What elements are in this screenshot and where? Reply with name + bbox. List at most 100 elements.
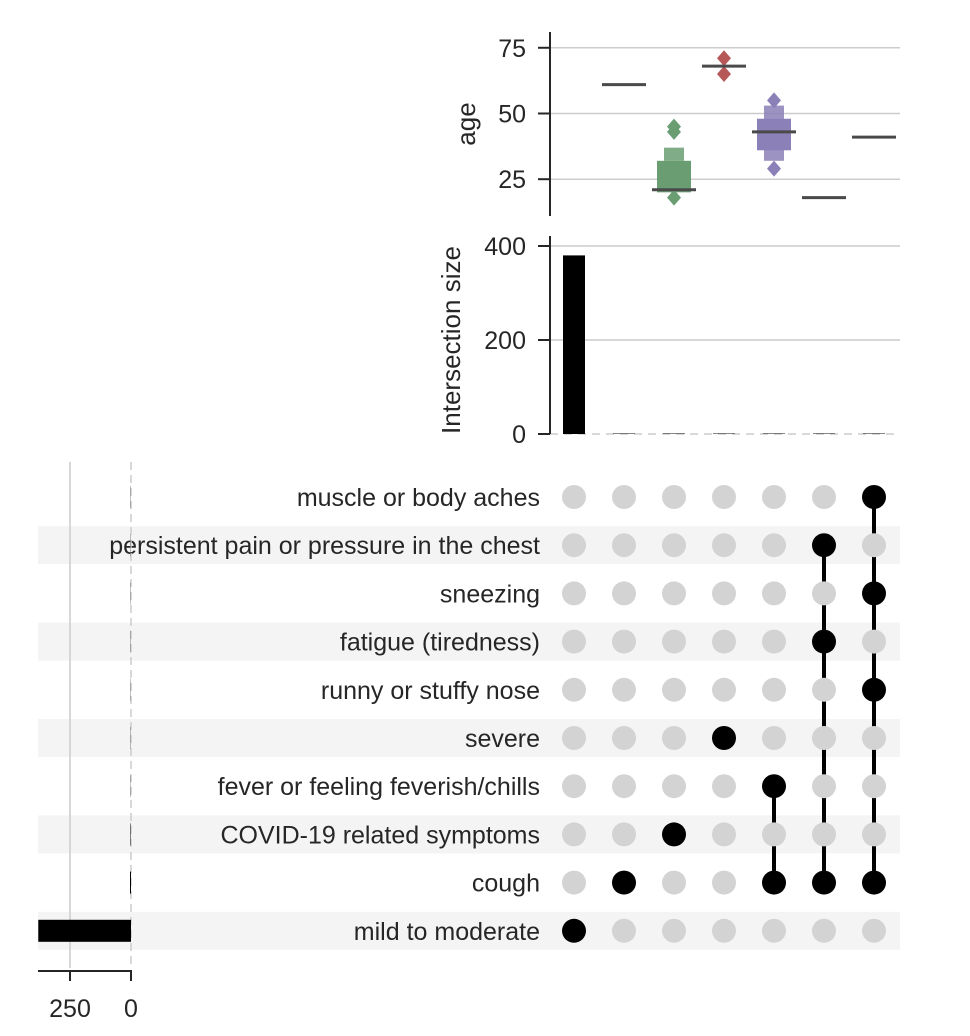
set-size-tick-label: 0 — [124, 995, 138, 1023]
intersection-matrix: muscle or body aches persistent pain or p… — [109, 484, 886, 946]
matrix-dot-active — [762, 774, 786, 799]
matrix-dot-inactive — [762, 533, 786, 558]
set-size-bar — [38, 919, 131, 942]
matrix-dot-active — [812, 870, 836, 895]
matrix-dot-inactive — [662, 629, 686, 654]
matrix-dot-inactive — [862, 629, 886, 654]
matrix-dot-inactive — [712, 629, 736, 654]
matrix-dot-inactive — [762, 822, 786, 847]
age-box — [757, 118, 791, 151]
matrix-dot-inactive — [862, 533, 886, 558]
set-label: mild to moderate — [354, 918, 540, 946]
age-outlier — [717, 50, 731, 67]
age-outlier — [667, 118, 681, 135]
age-tick-label: 50 — [498, 100, 526, 128]
age-outlier — [767, 160, 781, 177]
matrix-dot-inactive — [562, 533, 586, 558]
matrix-dot-inactive — [562, 774, 586, 799]
age-outlier — [767, 92, 781, 109]
matrix-dot-inactive — [612, 822, 636, 847]
age-outlier — [667, 189, 681, 206]
matrix-dot-active — [662, 822, 686, 847]
matrix-dot-inactive — [762, 726, 786, 750]
matrix-dot-active — [562, 918, 586, 943]
matrix-dot-inactive — [662, 726, 686, 750]
set-size-tick-label: 250 — [49, 995, 91, 1023]
matrix-dot-inactive — [712, 485, 736, 509]
matrix-dot-inactive — [562, 726, 586, 750]
matrix-dot-inactive — [812, 581, 836, 606]
matrix-dot-inactive — [712, 870, 736, 895]
age-axis-label: age — [451, 102, 481, 145]
matrix-dot-active — [762, 870, 786, 895]
matrix-dot-inactive — [612, 581, 636, 606]
matrix-dot-inactive — [812, 774, 836, 799]
matrix-dot-inactive — [812, 726, 836, 750]
matrix-dot-inactive — [562, 822, 586, 847]
matrix-dot-inactive — [662, 870, 686, 895]
matrix-dot-inactive — [612, 726, 636, 750]
age-panel: 25 50 75 age — [451, 32, 900, 216]
age-tick-label: 25 — [498, 166, 526, 194]
matrix-dot-active — [862, 581, 886, 606]
matrix-dot-inactive — [812, 822, 836, 847]
set-size-bar — [130, 871, 131, 894]
matrix-dot-inactive — [612, 677, 636, 702]
matrix-dot-inactive — [762, 629, 786, 654]
matrix-dot-inactive — [712, 822, 736, 847]
matrix-dot-active — [712, 726, 736, 750]
matrix-dot-inactive — [862, 774, 886, 799]
matrix-dot-inactive — [812, 485, 836, 509]
matrix-dot-active — [812, 533, 836, 558]
row-stripe — [38, 622, 900, 661]
set-label: runny or stuffy nose — [321, 677, 540, 705]
matrix-dot-inactive — [612, 774, 636, 799]
matrix-dot-inactive — [712, 677, 736, 702]
age-tick-label: 75 — [498, 35, 526, 63]
matrix-dot-inactive — [562, 870, 586, 895]
matrix-dot-inactive — [562, 485, 586, 509]
matrix-dot-inactive — [762, 677, 786, 702]
matrix-dot-inactive — [712, 918, 736, 943]
set-label: muscle or body aches — [297, 484, 540, 512]
matrix-dot-inactive — [612, 485, 636, 509]
matrix-dot-inactive — [612, 918, 636, 943]
matrix-dot-inactive — [862, 822, 886, 847]
age-box — [657, 160, 691, 193]
matrix-dot-active — [862, 870, 886, 895]
intersection-tick-label: 0 — [512, 421, 526, 449]
set-size-panel: 250 0 — [38, 462, 138, 1023]
matrix-dot-active — [612, 870, 636, 895]
age-box-outer — [664, 147, 684, 161]
matrix-dot-inactive — [712, 533, 736, 558]
matrix-dot-inactive — [612, 533, 636, 558]
set-label: fatigue (tiredness) — [340, 629, 540, 657]
matrix-dot-inactive — [662, 485, 686, 509]
matrix-dot-inactive — [812, 918, 836, 943]
matrix-dot-inactive — [662, 677, 686, 702]
intersection-bar — [563, 255, 585, 434]
set-label: persistent pain or pressure in the chest — [109, 532, 540, 560]
row-stripe — [38, 911, 900, 950]
matrix-dot-inactive — [762, 581, 786, 606]
matrix-dot-inactive — [762, 918, 786, 943]
matrix-dot-inactive — [612, 629, 636, 654]
matrix-dot-active — [812, 629, 836, 654]
intersection-tick-label: 400 — [484, 233, 526, 261]
matrix-dot-inactive — [862, 726, 886, 750]
matrix-dot-inactive — [812, 677, 836, 702]
matrix-dot-inactive — [712, 774, 736, 799]
intersection-tick-label: 200 — [484, 327, 526, 355]
matrix-dot-inactive — [662, 581, 686, 606]
matrix-dot-inactive — [862, 918, 886, 943]
matrix-row-stripes — [38, 526, 900, 950]
matrix-dot-inactive — [562, 677, 586, 702]
intersection-size-panel: 0 200 400 Intersection size — [436, 233, 900, 449]
row-stripe — [38, 815, 900, 854]
set-label: fever or feeling feverish/chills — [218, 773, 540, 801]
set-label: cough — [472, 870, 540, 898]
matrix-dot-inactive — [562, 629, 586, 654]
row-stripe — [38, 526, 900, 565]
set-label: sneezing — [440, 580, 540, 608]
